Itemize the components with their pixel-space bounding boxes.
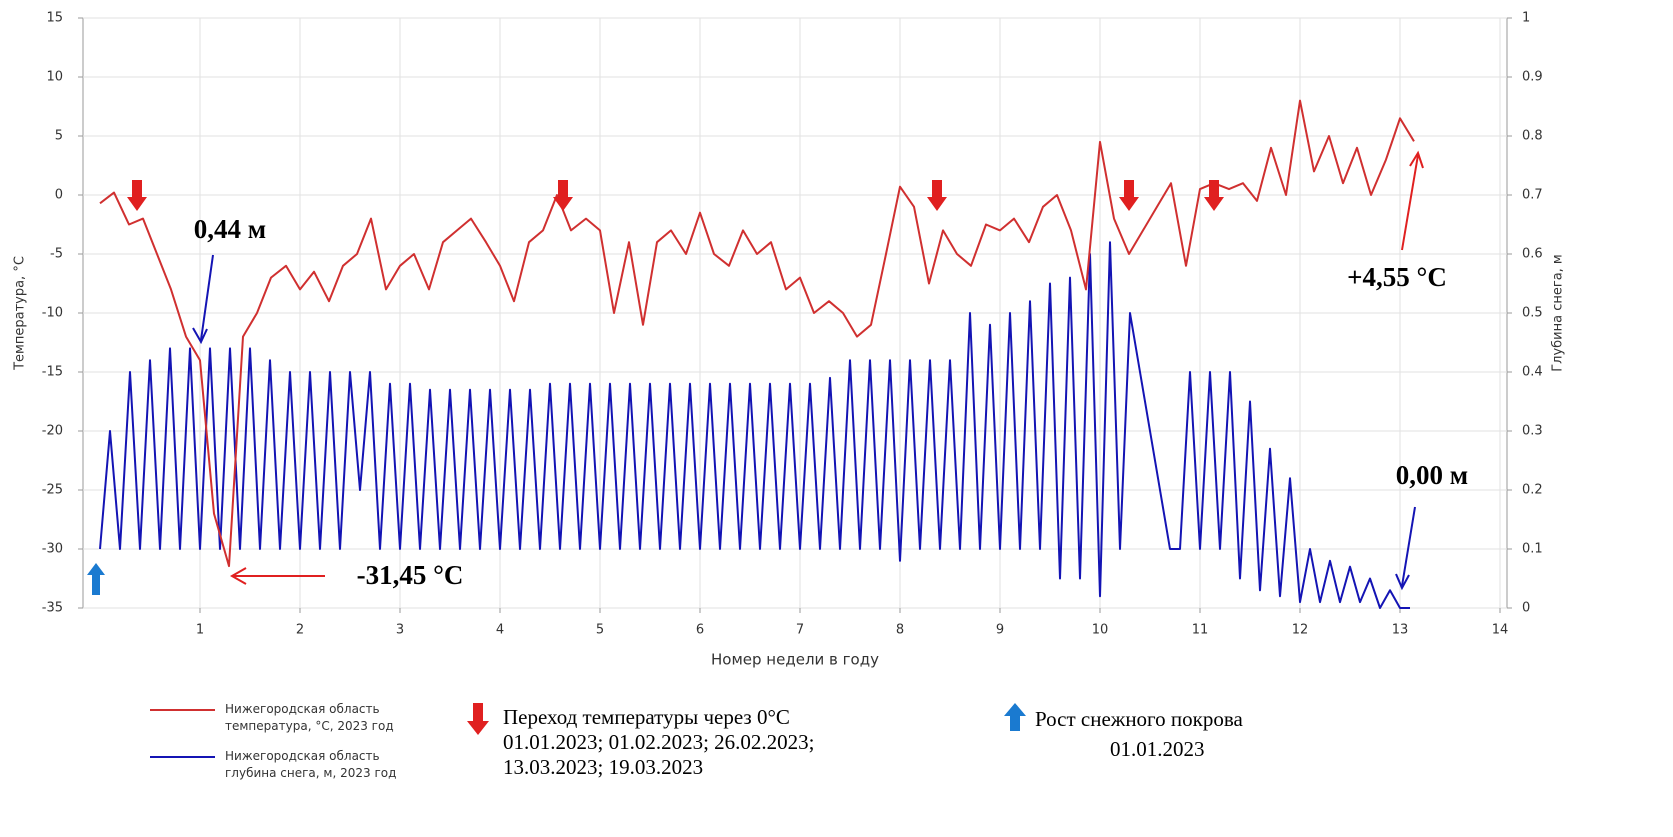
annotation: 0,44 м	[194, 214, 266, 244]
x-tick-label: 3	[396, 623, 404, 638]
arrow-head	[229, 567, 247, 585]
y-tick-label: 10	[46, 70, 63, 85]
note-title: Рост снежного покрова	[1035, 707, 1243, 731]
y2-tick-label: 0.5	[1522, 306, 1543, 321]
y-tick-label: -5	[50, 247, 63, 262]
y2-tick-label: 0.7	[1522, 188, 1543, 203]
y-tick-label: 0	[55, 188, 63, 203]
y-axis-label: Температура, °С	[13, 256, 28, 371]
legend-entry: Нижегородская область температура, °С, 2…	[225, 702, 394, 733]
legend-entry: Нижегородская область глубина снега, м, …	[225, 749, 397, 780]
legend-arrow-down	[467, 703, 489, 735]
series-line	[99, 241, 1410, 609]
x-tick-label: 11	[1192, 623, 1209, 638]
x-tick-label: 9	[996, 623, 1004, 638]
transition-arrow	[1204, 180, 1224, 211]
marks: -35-30-25-20-15-10-505101500.10.20.30.40…	[42, 11, 1543, 638]
arrow-head	[192, 327, 208, 345]
grid	[83, 17, 1507, 609]
note-date: 01.01.2023	[1110, 737, 1205, 761]
arrow	[200, 254, 214, 341]
transition-arrow	[127, 180, 147, 211]
y2-tick-label: 0.9	[1522, 70, 1543, 85]
y2-tick-label: 0	[1522, 601, 1530, 616]
x-tick-label: 10	[1092, 623, 1109, 638]
y-tick-label: -30	[42, 542, 63, 557]
y2-tick-label: 0.8	[1522, 129, 1543, 144]
x-tick-label: 6	[696, 623, 704, 638]
arrow	[1401, 506, 1416, 587]
y2-tick-label: 0.4	[1522, 365, 1543, 380]
y2-axis-label: Глубина снега, м	[1551, 254, 1566, 372]
y-tick-label: -10	[42, 306, 63, 321]
series-line	[99, 99, 1415, 568]
x-tick-label: 14	[1492, 623, 1509, 638]
x-tick-label: 1	[196, 623, 204, 638]
annotation: 0,00 м	[1396, 460, 1468, 490]
x-tick-label: 5	[596, 623, 604, 638]
y-tick-label: 5	[55, 129, 63, 144]
x-tick-label: 8	[896, 623, 904, 638]
y-tick-label: 15	[46, 11, 63, 26]
y-tick-label: -25	[42, 483, 63, 498]
arrow	[1401, 154, 1419, 251]
note-title: Переход температуры через 0°C	[503, 705, 790, 729]
arrow-head	[1395, 573, 1410, 591]
y2-tick-label: 0.1	[1522, 542, 1543, 557]
y2-tick-label: 0.3	[1522, 424, 1543, 439]
transition-arrow	[927, 180, 947, 211]
y2-tick-label: 0.2	[1522, 483, 1543, 498]
transition-arrow	[1119, 180, 1139, 211]
legend-arrow-up	[1004, 703, 1026, 731]
transition-arrow	[553, 180, 573, 211]
y-tick-label: -15	[42, 365, 63, 380]
x-tick-label: 13	[1392, 623, 1409, 638]
annotation: +4,55 °C	[1347, 262, 1447, 292]
annotation: -31,45 °C	[357, 560, 464, 590]
note-dates: 01.01.2023; 01.02.2023; 26.02.2023; 13.0…	[503, 730, 815, 779]
snow-growth-arrow	[87, 563, 105, 595]
x-tick-label: 7	[796, 623, 804, 638]
x-tick-label: 12	[1292, 623, 1309, 638]
y-tick-label: -35	[42, 601, 63, 616]
y2-tick-label: 0.6	[1522, 247, 1543, 262]
y2-tick-label: 1	[1522, 11, 1530, 26]
x-tick-label: 2	[296, 623, 304, 638]
y-tick-label: -20	[42, 424, 63, 439]
x-axis-label: Номер недели в году	[711, 651, 879, 669]
x-tick-label: 4	[496, 623, 504, 638]
decorations: 0,44 м -31,45 °C +4,55 °C 0,00 м	[87, 150, 1468, 758]
arrow-head	[1409, 150, 1424, 169]
